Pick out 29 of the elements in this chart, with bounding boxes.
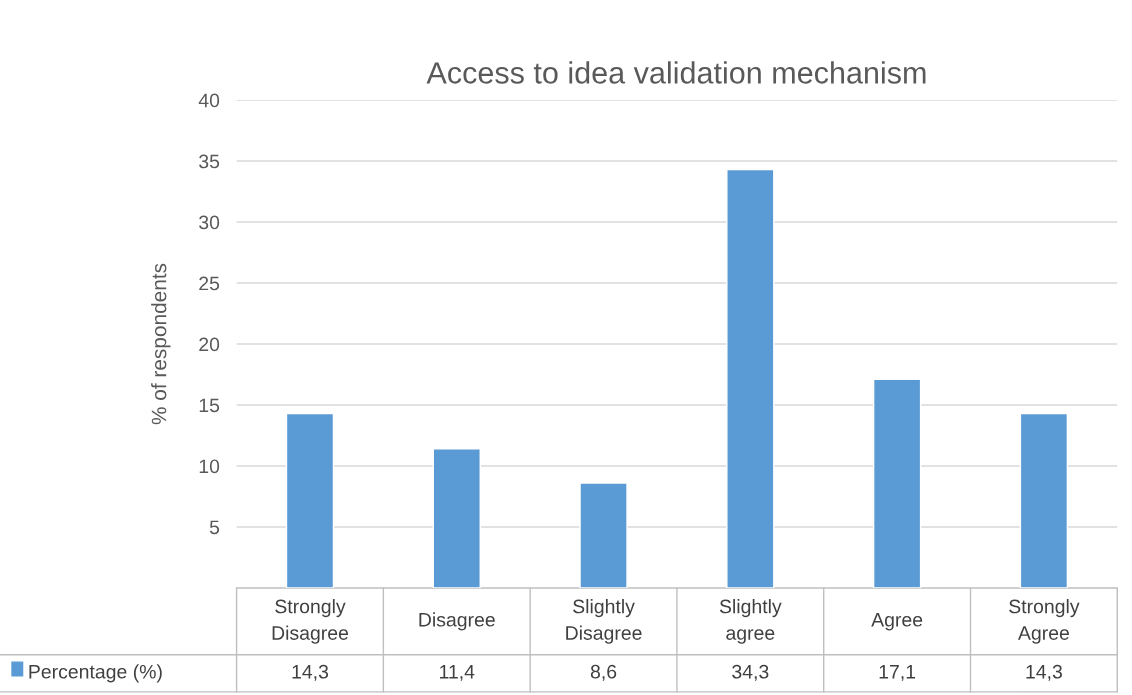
bar [432,448,481,588]
y-tick-label: 10 [199,459,220,474]
bar [579,482,628,588]
y-tick-label: 15 [199,398,220,413]
y-tick-label: 5 [209,520,220,535]
data-label: 14,3 [292,664,329,681]
data-label: 17,1 [879,665,916,681]
y-tick-label: 30 [199,215,220,230]
x-tick-label: Agree [871,613,923,631]
x-tick-label: Strongly Disagree [272,599,349,644]
data-label: 14,3 [1026,664,1062,681]
x-tick-label: Slightly Disagree [566,599,642,644]
bar [285,412,335,588]
bar [1019,412,1069,588]
y-tick-label: 40 [198,93,220,108]
y-axis-title: % of respondents [151,263,171,425]
data-label: 34,3 [732,664,769,681]
bar [726,168,775,588]
bar [872,378,922,588]
y-tick-label: 20 [199,337,220,352]
legend-label: Percentage (%) [29,664,162,683]
y-tick-label: 35 [199,154,220,169]
data-label: 8,6 [590,664,617,681]
chart-title: Access to idea validation mechanism [426,61,926,84]
x-tick-label: Disagree [419,612,495,631]
data-label: 11,4 [440,665,475,681]
x-tick-label: Strongly Agree [1009,599,1080,644]
x-tick-label: Slightly agree [719,599,782,644]
y-tick-label: 25 [199,276,220,291]
